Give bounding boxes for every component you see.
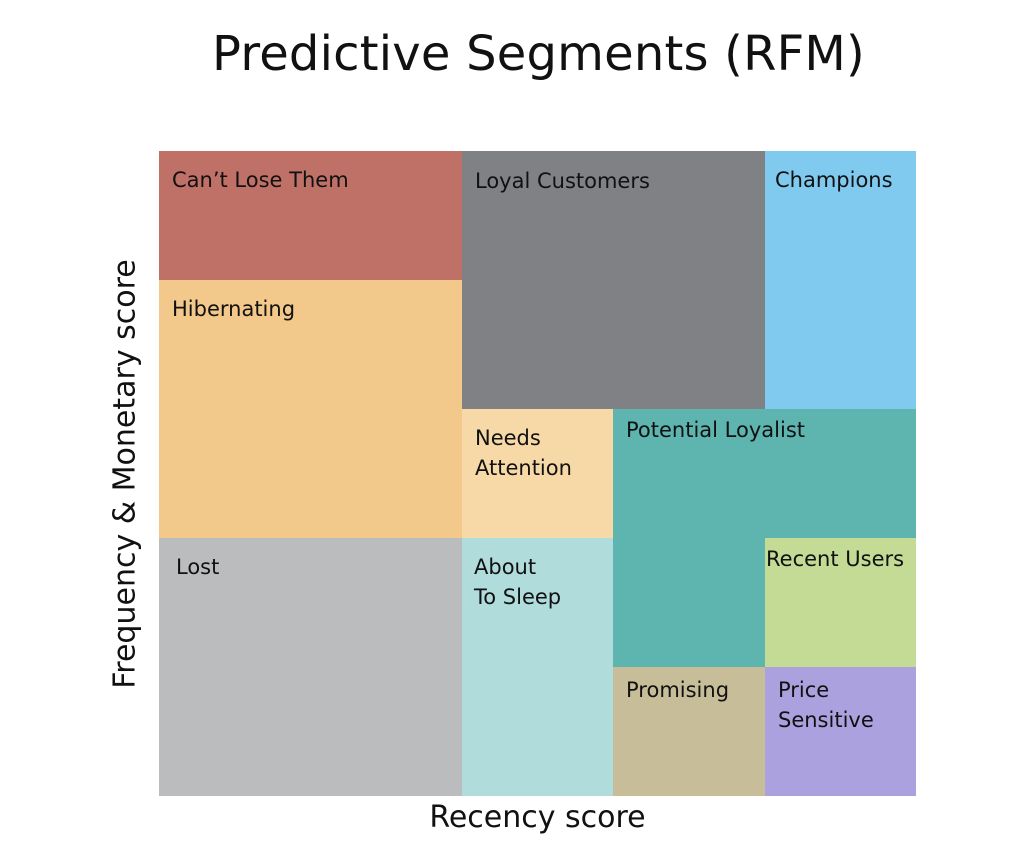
segment-label: Recent Users [766, 547, 905, 571]
segment-label: Needs Attention [475, 426, 572, 480]
segment-label: Potential Loyalist [626, 418, 805, 442]
segment-recent-users: Recent Users [765, 538, 916, 667]
segment-label: Price Sensitive [778, 678, 874, 732]
segment-price-sensitive: Price Sensitive [765, 667, 916, 796]
segment-potential-loyalist-lower [613, 538, 765, 667]
segment-needs-attention: Needs Attention [462, 409, 613, 538]
segment-label: Hibernating [172, 297, 296, 321]
segment-label: Can’t Lose Them [172, 168, 349, 192]
segment-promising: Promising [613, 667, 765, 796]
segment-champions: Champions [765, 151, 916, 409]
segment-potential-loyalist: Potential Loyalist [613, 409, 916, 538]
segment-about-to-sleep: About To Sleep [462, 538, 613, 796]
segment-label: Promising [626, 678, 730, 702]
segment-loyal-customers: Loyal Customers [462, 151, 765, 409]
segment-grid: Can’t Lose Them Hibernating Lost Loyal C… [159, 151, 916, 796]
segment-label: About To Sleep [474, 555, 562, 609]
segment-label: Champions [775, 168, 893, 192]
segment-label: Lost [176, 555, 220, 579]
segment-lost: Lost [159, 538, 462, 796]
segment-label: Loyal Customers [475, 169, 650, 193]
chart-title: Predictive Segments (RFM) [212, 26, 865, 82]
segment-hibernating: Hibernating [159, 280, 462, 538]
y-axis-label-text: Frequency & Monetary score [107, 259, 143, 689]
x-axis-label: Recency score [429, 800, 646, 835]
segment-cant-lose-them: Can’t Lose Them [159, 151, 462, 280]
